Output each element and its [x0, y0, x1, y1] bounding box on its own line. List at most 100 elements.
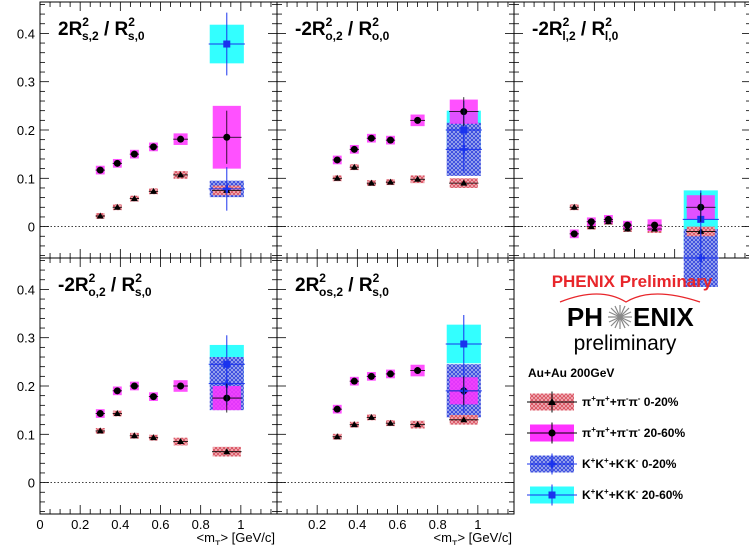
legend-item-k-0-20: K+K++K-K- 0-20% [527, 453, 677, 475]
panel-title-sub2: s,0 [372, 285, 389, 299]
pi-20-60-point [386, 370, 394, 378]
legend-item-k-20-60: K+K++K-K- 20-60% [527, 484, 683, 506]
pi-20-60-point [130, 150, 138, 158]
chart-panel-1: 00.10.20.30.4 2R2 s,2 / R2 s,0 [17, 1, 278, 259]
panel-title: -2R2 o,2 / R2 o,0 [295, 15, 390, 43]
legend-item-pi-0-20: π+π++π-π- 0-20% [527, 391, 679, 413]
legend-label-part: +π [610, 426, 626, 440]
pi-20-60-point [177, 135, 185, 143]
chart-panel-2: -2R2 o,2 / R2 o,0 [276, 1, 515, 259]
pi-0-20-point [414, 421, 422, 428]
x-axis-title-part: > [GeV/c] [457, 530, 512, 545]
pi-20-60-point [367, 134, 375, 142]
x-tick-label: 0.2 [71, 517, 89, 532]
legend-label-part: K [595, 488, 604, 502]
pi-20-60-point [177, 382, 185, 390]
pi-0-20-point [96, 427, 104, 434]
pi-0-20-point [460, 416, 468, 423]
panel-title-sub2: o,0 [372, 29, 390, 43]
pi-20-60-point [149, 143, 157, 151]
phenix-preliminary-red-label: PHENIX Preliminary [552, 272, 713, 291]
legend-label-sup: + [604, 456, 609, 465]
legend-label: K+K++K-K- 20-60% [582, 487, 683, 502]
pi-20-60-point [651, 221, 659, 229]
legend-label-sup: - [626, 394, 629, 403]
y-tick-label: 0 [28, 476, 35, 491]
pi-20-60-point [570, 230, 578, 238]
k-0-20-point [222, 184, 231, 193]
pi-20-60-point [386, 136, 394, 144]
x-tick-label: 1 [474, 517, 481, 532]
panel-title-sub2: s,0 [128, 29, 145, 43]
panel-title-sub: o,2 [325, 29, 343, 43]
chart-panel-5: 0.2 0.4 0.6 0.8 1<mT> [GeV/c]2R2 os,2 / R2 s,0 [276, 257, 515, 545]
x-tick-label: 0.8 [192, 517, 210, 532]
branding: PHENIX Preliminary PH ENIX preliminary A… [528, 272, 713, 380]
pi-0-20-point [130, 195, 138, 202]
logo-preliminary-label: preliminary [574, 332, 677, 355]
pi-20-60-point [587, 218, 595, 226]
panel-title: -2R2 o,2 / R2 s,0 [58, 271, 152, 299]
panel-title: -2R2 l,2 / R2 l,0 [532, 15, 619, 43]
pi-20-60-point [414, 116, 422, 124]
pi-0-20-point [223, 448, 231, 455]
panel-title-sub: s,2 [82, 29, 99, 43]
logo-text-left: PH [567, 302, 603, 332]
k-20-60-point [460, 340, 468, 348]
pi-20-60-point [350, 145, 358, 153]
legend-label-part: 0-20% [640, 395, 678, 409]
x-axis-title-sub: T [452, 539, 458, 545]
x-axis-title-part: <m [197, 530, 215, 545]
legend-label-sup: - [636, 456, 639, 465]
starburst-icon [608, 305, 632, 329]
pi-0-20-point [587, 223, 595, 230]
legend-label-sup: + [604, 487, 609, 496]
panel-title-main: 2R [58, 19, 83, 40]
panel-title-main: -2R [295, 19, 326, 40]
legend-label-part: π [629, 426, 638, 440]
panels-layer: 00.10.20.30.4 2R2 s,2 / R2 s,0 -2R2 o,2 / R2 o… [17, 1, 749, 545]
y-tick-label: 0.1 [17, 171, 35, 186]
legend-label-part: +K [609, 488, 625, 502]
k-20-60-point [223, 40, 231, 48]
panel-title-sup2: 2 [128, 15, 135, 29]
pi-20-60-point [623, 221, 631, 229]
pi-20-60-point [367, 372, 375, 380]
panel-title-main: 2R [295, 275, 320, 296]
pi-20-60-point [96, 410, 104, 418]
pi-20-60-point [604, 215, 612, 223]
legend-label-sup: + [591, 487, 596, 496]
panel-title-sub: l,2 [562, 29, 576, 43]
x-tick-label: 0.6 [151, 517, 169, 532]
x-axis-title-sub: T [215, 539, 221, 545]
panel-title-sep: / R [99, 19, 129, 40]
pi-0-20-point [350, 421, 358, 428]
legend-label-part: 20-60% [640, 426, 685, 440]
pi-0-20-point [113, 203, 121, 210]
legend-label: π+π++π-π- 0-20% [582, 394, 679, 409]
legend-label-part: π [629, 395, 638, 409]
chart-panel-3: -2R2 l,2 / R2 l,0 [513, 1, 749, 287]
pi-0-20-point [333, 433, 341, 440]
x-tick-label: 1 [237, 517, 244, 532]
legend-label-sup: + [591, 456, 596, 465]
legend-label-part: π [596, 426, 605, 440]
legend-label-part: π [582, 395, 591, 409]
pi-20-60-point [113, 159, 121, 167]
legend-label-part: K [582, 488, 591, 502]
logo-text-right: ENIX [633, 302, 694, 332]
panel-title-sup: 2 [82, 15, 89, 29]
x-tick-label: 0.4 [111, 517, 129, 532]
panel-title-sep: / R [576, 19, 606, 40]
legend-marker-square [548, 491, 556, 499]
legend-label-sup: - [624, 456, 627, 465]
legend-label-sup: + [605, 394, 610, 403]
pi-0-20-point [177, 438, 185, 445]
panel-title-sub2: l,0 [605, 29, 619, 43]
legend-label-part: π [596, 395, 605, 409]
pi-20-60-point [113, 387, 121, 395]
legend-label-part: K [627, 457, 636, 471]
x-axis-title-part: > [GeV/c] [220, 530, 275, 545]
panel-title-main: -2R [532, 19, 563, 40]
